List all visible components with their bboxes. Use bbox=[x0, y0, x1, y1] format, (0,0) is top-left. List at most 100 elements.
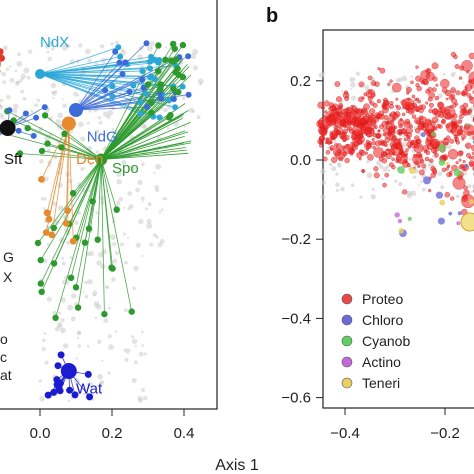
proteo-point bbox=[428, 102, 434, 108]
proteo-point bbox=[337, 112, 342, 117]
background-point bbox=[95, 150, 100, 154]
sample-point bbox=[89, 198, 96, 205]
proteo-point bbox=[447, 164, 451, 168]
background-point bbox=[332, 138, 337, 144]
background-point bbox=[114, 330, 117, 333]
background-point bbox=[446, 144, 452, 149]
proteo-point bbox=[401, 112, 406, 117]
background-point bbox=[122, 232, 126, 236]
link-line bbox=[75, 73, 123, 111]
proteo-point bbox=[383, 97, 388, 103]
background-point bbox=[0, 105, 4, 109]
background-point bbox=[141, 330, 144, 334]
proteo-point bbox=[387, 117, 393, 124]
proteo-point bbox=[339, 106, 343, 110]
background-point bbox=[84, 294, 89, 299]
background-point bbox=[50, 82, 57, 89]
background-point bbox=[87, 58, 92, 64]
sample-point bbox=[33, 114, 40, 121]
proteo-point bbox=[323, 110, 328, 114]
sample-point bbox=[69, 237, 77, 245]
proteo-point bbox=[401, 97, 415, 111]
x-tick-label: 0.4 bbox=[174, 425, 195, 442]
background-point bbox=[57, 182, 63, 188]
sample-point bbox=[152, 76, 158, 83]
background-point bbox=[401, 142, 408, 148]
background-point bbox=[118, 196, 124, 202]
background-point bbox=[73, 91, 79, 97]
proteo-point bbox=[381, 140, 385, 145]
proteo-point bbox=[346, 127, 350, 131]
link-line bbox=[72, 159, 102, 194]
sample-point bbox=[41, 112, 49, 119]
proteo-point bbox=[428, 91, 435, 99]
proteo-point bbox=[319, 135, 325, 141]
legend-label: Teneri bbox=[362, 375, 400, 391]
background-point bbox=[128, 165, 132, 169]
y-tick-label: −0.4 bbox=[281, 310, 311, 327]
background-point bbox=[75, 357, 79, 360]
proteo-point bbox=[392, 82, 402, 93]
proteo-point bbox=[316, 119, 325, 128]
proteo-point bbox=[414, 160, 419, 165]
background-point bbox=[191, 109, 196, 114]
background-point bbox=[131, 338, 138, 345]
background-point bbox=[190, 53, 197, 60]
background-point bbox=[52, 96, 55, 100]
background-point bbox=[43, 181, 45, 184]
background-point bbox=[192, 48, 199, 55]
proteo-point bbox=[458, 158, 462, 162]
background-point bbox=[36, 98, 41, 103]
proteo-point bbox=[370, 92, 376, 98]
proteo-point bbox=[331, 120, 337, 126]
proteo-point bbox=[369, 117, 373, 121]
background-point bbox=[44, 360, 49, 365]
sample-point bbox=[102, 87, 109, 94]
background-point bbox=[124, 357, 129, 362]
background-point bbox=[470, 114, 474, 118]
background-point bbox=[5, 67, 10, 72]
proteo-point bbox=[402, 189, 408, 195]
proteo-point bbox=[445, 141, 449, 146]
proteo-point bbox=[343, 90, 348, 95]
panel-b-frame bbox=[322, 29, 474, 409]
background-point bbox=[133, 360, 138, 365]
proteo-point bbox=[426, 143, 434, 150]
background-point bbox=[98, 120, 103, 125]
background-point bbox=[165, 46, 168, 49]
proteo-point bbox=[418, 153, 423, 158]
sample-point bbox=[157, 85, 164, 93]
background-point bbox=[116, 179, 122, 185]
background-point bbox=[100, 264, 106, 269]
proteo-point bbox=[327, 120, 333, 125]
proteo-point bbox=[409, 109, 414, 113]
background-point bbox=[386, 165, 390, 169]
panel-b-points bbox=[316, 51, 474, 238]
y-tick-label: −0.2 bbox=[281, 231, 311, 248]
link-line bbox=[101, 136, 185, 160]
background-point bbox=[450, 72, 456, 78]
proteo-point bbox=[372, 133, 378, 138]
link-line bbox=[75, 85, 161, 111]
proteo-point bbox=[417, 123, 425, 131]
proteo-point bbox=[354, 120, 361, 127]
sample-point bbox=[109, 265, 116, 272]
proteo-point bbox=[449, 138, 455, 144]
sample-point bbox=[148, 53, 154, 60]
cut-legend-entry: G bbox=[3, 249, 14, 265]
sample-point bbox=[86, 393, 94, 401]
background-point bbox=[123, 206, 126, 209]
proteo-point bbox=[428, 188, 432, 193]
link-line bbox=[44, 115, 102, 160]
proteo-point bbox=[406, 86, 412, 93]
proteo-point bbox=[372, 103, 378, 108]
background-point bbox=[101, 248, 107, 255]
sample-point bbox=[58, 144, 65, 151]
background-point bbox=[84, 281, 88, 285]
link-line bbox=[75, 98, 162, 111]
sample-point bbox=[139, 76, 146, 83]
link-line bbox=[75, 62, 120, 111]
link-line bbox=[53, 159, 102, 229]
sample-point bbox=[156, 114, 163, 121]
proteo-point bbox=[350, 141, 355, 146]
